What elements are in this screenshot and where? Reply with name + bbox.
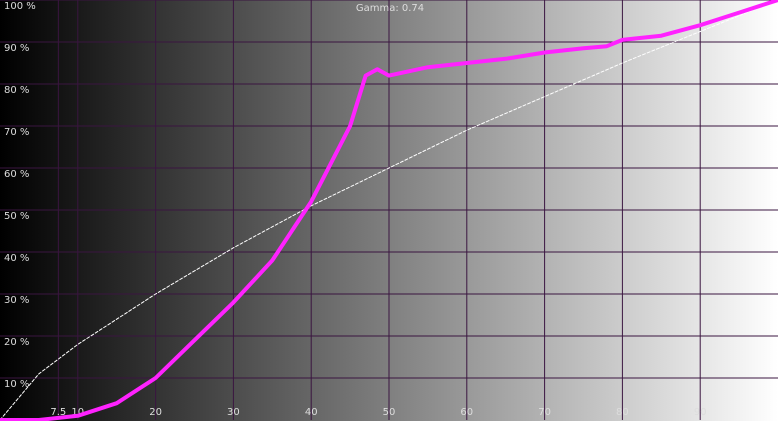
x-tick-label: 40	[305, 407, 318, 418]
x-tick-label: 60	[460, 407, 473, 418]
y-tick-label: 30 %	[4, 295, 29, 306]
y-tick-label: 80 %	[4, 85, 29, 96]
y-tick-label: 20 %	[4, 337, 29, 348]
chart-title: Gamma: 0.74	[356, 3, 424, 14]
x-tick-label: 30	[227, 407, 240, 418]
y-tick-label: 70 %	[4, 127, 29, 138]
y-tick-label: 50 %	[4, 211, 29, 222]
x-tick-label: 10	[71, 407, 84, 418]
y-tick-label: 40 %	[4, 253, 29, 264]
x-tick-label: 20	[149, 407, 162, 418]
x-tick-label: 7.5	[50, 407, 66, 418]
x-tick-label: 80	[616, 407, 629, 418]
x-tick-label: 50	[383, 407, 396, 418]
x-tick-label: 90	[694, 407, 707, 418]
y-tick-label: 100 %	[4, 1, 36, 12]
y-tick-label: 60 %	[4, 169, 29, 180]
x-tick-label: 70	[538, 407, 551, 418]
y-tick-label: 90 %	[4, 43, 29, 54]
y-tick-label: 10 %	[4, 379, 29, 390]
